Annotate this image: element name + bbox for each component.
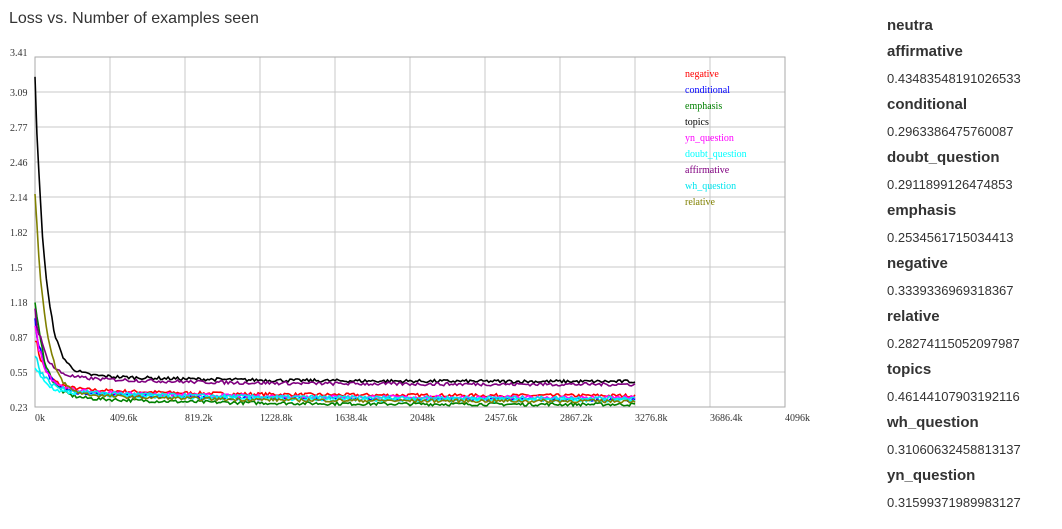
panel-label-relative: relative [887, 308, 940, 325]
y-tick-label: 2.14 [10, 193, 28, 204]
legend-entry-emphasis: emphasis [685, 101, 722, 112]
y-tick-label: 3.41 [10, 48, 28, 59]
panel-value-negative: 0.3339336969318367 [887, 283, 1014, 298]
y-tick-label: 3.09 [10, 88, 28, 99]
y-tick-label: 1.82 [10, 228, 28, 239]
panel-label-negative: negative [887, 255, 948, 272]
legend-entry-negative: negative [685, 69, 719, 80]
panel-value-relative: 0.28274115052097987 [887, 336, 1020, 351]
panel-value-doubt-question: 0.2911899126474853 [887, 177, 1013, 192]
series-line-relative [34, 193, 636, 404]
panel-label-topics: topics [887, 361, 932, 378]
panel-label-wh-question: wh_question [887, 414, 979, 431]
panel-items: affirmative 0.43483548191026533 conditiona… [887, 41, 1057, 518]
panel-label-yn-question: yn_question [887, 467, 976, 484]
x-tick-label: 1638.4k [335, 413, 368, 424]
x-tick-label: 819.2k [185, 413, 213, 424]
y-tick-label: 0.23 [10, 403, 28, 414]
y-tick-label: 1.18 [10, 298, 28, 309]
legend-entry-topics: topics [685, 117, 709, 128]
panel-value-affirmative: 0.43483548191026533 [887, 71, 1021, 86]
panel-label-affirmative: affirmative [887, 43, 963, 60]
x-tick-label: 2867.2k [560, 413, 593, 424]
series-line-negative [35, 340, 636, 399]
grid [34, 56, 786, 408]
series-line-wh-question [34, 355, 636, 401]
panel-label-conditional: conditional [887, 96, 967, 113]
series-line-affirmative [34, 308, 636, 388]
legend-entry-affirmative: affirmative [685, 165, 730, 176]
x-tick-label: 1228.8k [260, 413, 293, 424]
series-line-emphasis [34, 302, 636, 408]
loss-summary-panel: neutra affirmative 0.43483548191026533 con… [887, 16, 1057, 518]
x-tick-label: 0k [35, 413, 45, 424]
y-tick-label: 0.55 [10, 368, 28, 379]
y-tick-label: 1.5 [10, 263, 23, 274]
panel-value-topics: 0.46144107903192116 [887, 389, 1020, 404]
legend-entry-conditional: conditional [685, 85, 730, 96]
panel-value-wh-question: 0.31060632458813137 [887, 442, 1021, 457]
legend: negative conditional emphasis topics yn_ques… [685, 69, 747, 208]
x-tick-label: 2457.6k [485, 413, 518, 424]
chart-title: Loss vs. Number of examples seen [9, 10, 259, 27]
plot-frame [34, 56, 786, 408]
y-tick-label: 2.77 [10, 123, 28, 134]
panel-value-emphasis: 0.2534561715034413 [887, 230, 1014, 245]
legend-entry-wh-question: wh_question [685, 181, 736, 192]
x-tick-label: 3686.4k [710, 413, 743, 424]
panel-label-emphasis: emphasis [887, 202, 957, 219]
x-tick-label: 3276.8k [635, 413, 668, 424]
legend-entry-relative: relative [685, 197, 716, 208]
y-tick-label: 2.46 [10, 158, 28, 169]
panel-label-doubt-question: doubt_question [887, 149, 1000, 166]
y-axis-ticks: 3.41 3.09 2.77 2.46 2.14 1.82 1.5 1.18 0.87 0.55 0… [10, 48, 28, 414]
x-tick-label: 4096k [785, 413, 810, 424]
panel-heading: neutra [887, 17, 933, 34]
loss-chart: 3.41 3.09 2.77 2.46 2.14 1.82 1.5 1.18 0.87 0.55 0… [10, 48, 810, 424]
legend-entry-doubt-question: doubt_question [685, 149, 747, 160]
legend-entry-yn-question: yn_question [685, 133, 734, 144]
panel-value-yn-question: 0.31599371989983127 [887, 495, 1021, 510]
series-lines [34, 76, 636, 408]
y-tick-label: 0.87 [10, 333, 28, 344]
series-line-topics [34, 76, 636, 385]
panel-value-conditional: 0.2963386475760087 [887, 124, 1014, 139]
x-tick-label: 2048k [410, 413, 435, 424]
x-axis-ticks: 0k 409.6k 819.2k 1228.8k 1638.4k 2048k 2457.6k… [35, 413, 810, 424]
x-tick-label: 409.6k [110, 413, 138, 424]
